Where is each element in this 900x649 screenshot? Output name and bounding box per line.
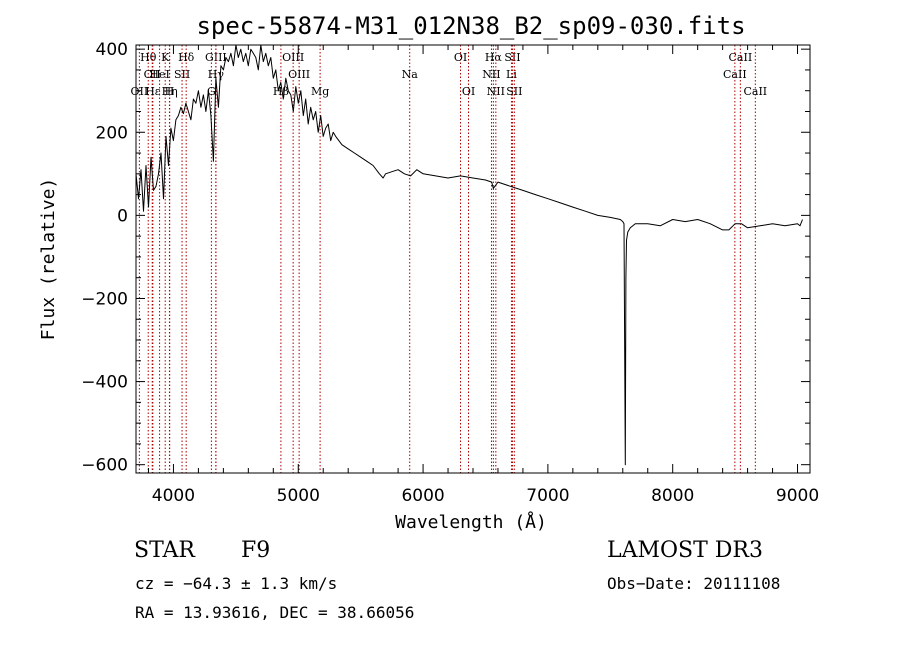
- line-label-18: OI: [454, 51, 467, 64]
- line-label-17: Na: [402, 68, 419, 81]
- y-tick-label: 200: [96, 123, 128, 143]
- line-label-19: OI: [462, 85, 475, 98]
- line-label-14: OIII: [288, 68, 310, 81]
- line-label-9: H: [165, 85, 175, 98]
- line-label-15: Hβ: [273, 85, 289, 98]
- x-tick-label: 7000: [526, 486, 569, 506]
- line-label-7: SII: [174, 68, 190, 81]
- x-tick-label: 8000: [651, 486, 694, 506]
- x-axis-label: Wavelength (Å): [395, 511, 547, 533]
- flux-series-line: [135, 44, 803, 466]
- observation-date: Obs−Date: 20111108: [607, 574, 781, 593]
- line-label-10: GIII: [205, 51, 227, 64]
- plot-frame: [135, 44, 811, 474]
- line-label-25: SII: [506, 85, 522, 98]
- line-label-20: Hα: [485, 51, 503, 64]
- line-label-12: G: [207, 85, 216, 98]
- line-label-0: Hθ: [140, 51, 157, 64]
- object-class: STAR: [134, 538, 195, 563]
- redshift-velocity: cz = −64.3 ± 1.3 km/s: [135, 574, 338, 593]
- line-label-16: Mg: [311, 85, 329, 98]
- line-label-13: OIII: [282, 51, 304, 64]
- x-tick-label: 6000: [401, 486, 444, 506]
- y-tick-label: 400: [96, 40, 128, 60]
- line-label-22: NII: [487, 85, 505, 98]
- line-label-3: Hε: [145, 85, 161, 98]
- y-tick-label: −200: [81, 289, 128, 309]
- line-label-28: CaII: [743, 85, 767, 98]
- y-tick-label: −400: [81, 373, 128, 393]
- object-subclass: F9: [241, 538, 271, 563]
- chart-title: spec-55874-M31_012N38_B2_sp09-030.fits: [196, 12, 745, 40]
- line-label-23: SII: [504, 51, 520, 64]
- y-tick-label: −600: [81, 456, 128, 476]
- x-tick-label: 9000: [776, 486, 819, 506]
- y-tick-label: 0: [117, 206, 128, 226]
- line-label-21: NII: [482, 68, 500, 81]
- line-label-8: Hδ: [178, 51, 195, 64]
- line-label-24: Li: [506, 68, 517, 81]
- line-label-5: HeI: [149, 68, 169, 81]
- line-label-26: CaII: [729, 51, 753, 64]
- y-axis-label: Flux (relative): [38, 178, 59, 341]
- line-label-1: CII: [144, 68, 161, 81]
- line-label-4: K: [161, 51, 170, 64]
- ra-dec-coordinates: RA = 13.93616, DEC = 38.66056: [135, 603, 415, 622]
- line-label-2: OII: [131, 85, 149, 98]
- x-tick-label: 4000: [152, 486, 195, 506]
- line-label-27: CaII: [723, 68, 747, 81]
- x-tick-label: 5000: [277, 486, 320, 506]
- survey-name: LAMOST DR3: [607, 538, 763, 563]
